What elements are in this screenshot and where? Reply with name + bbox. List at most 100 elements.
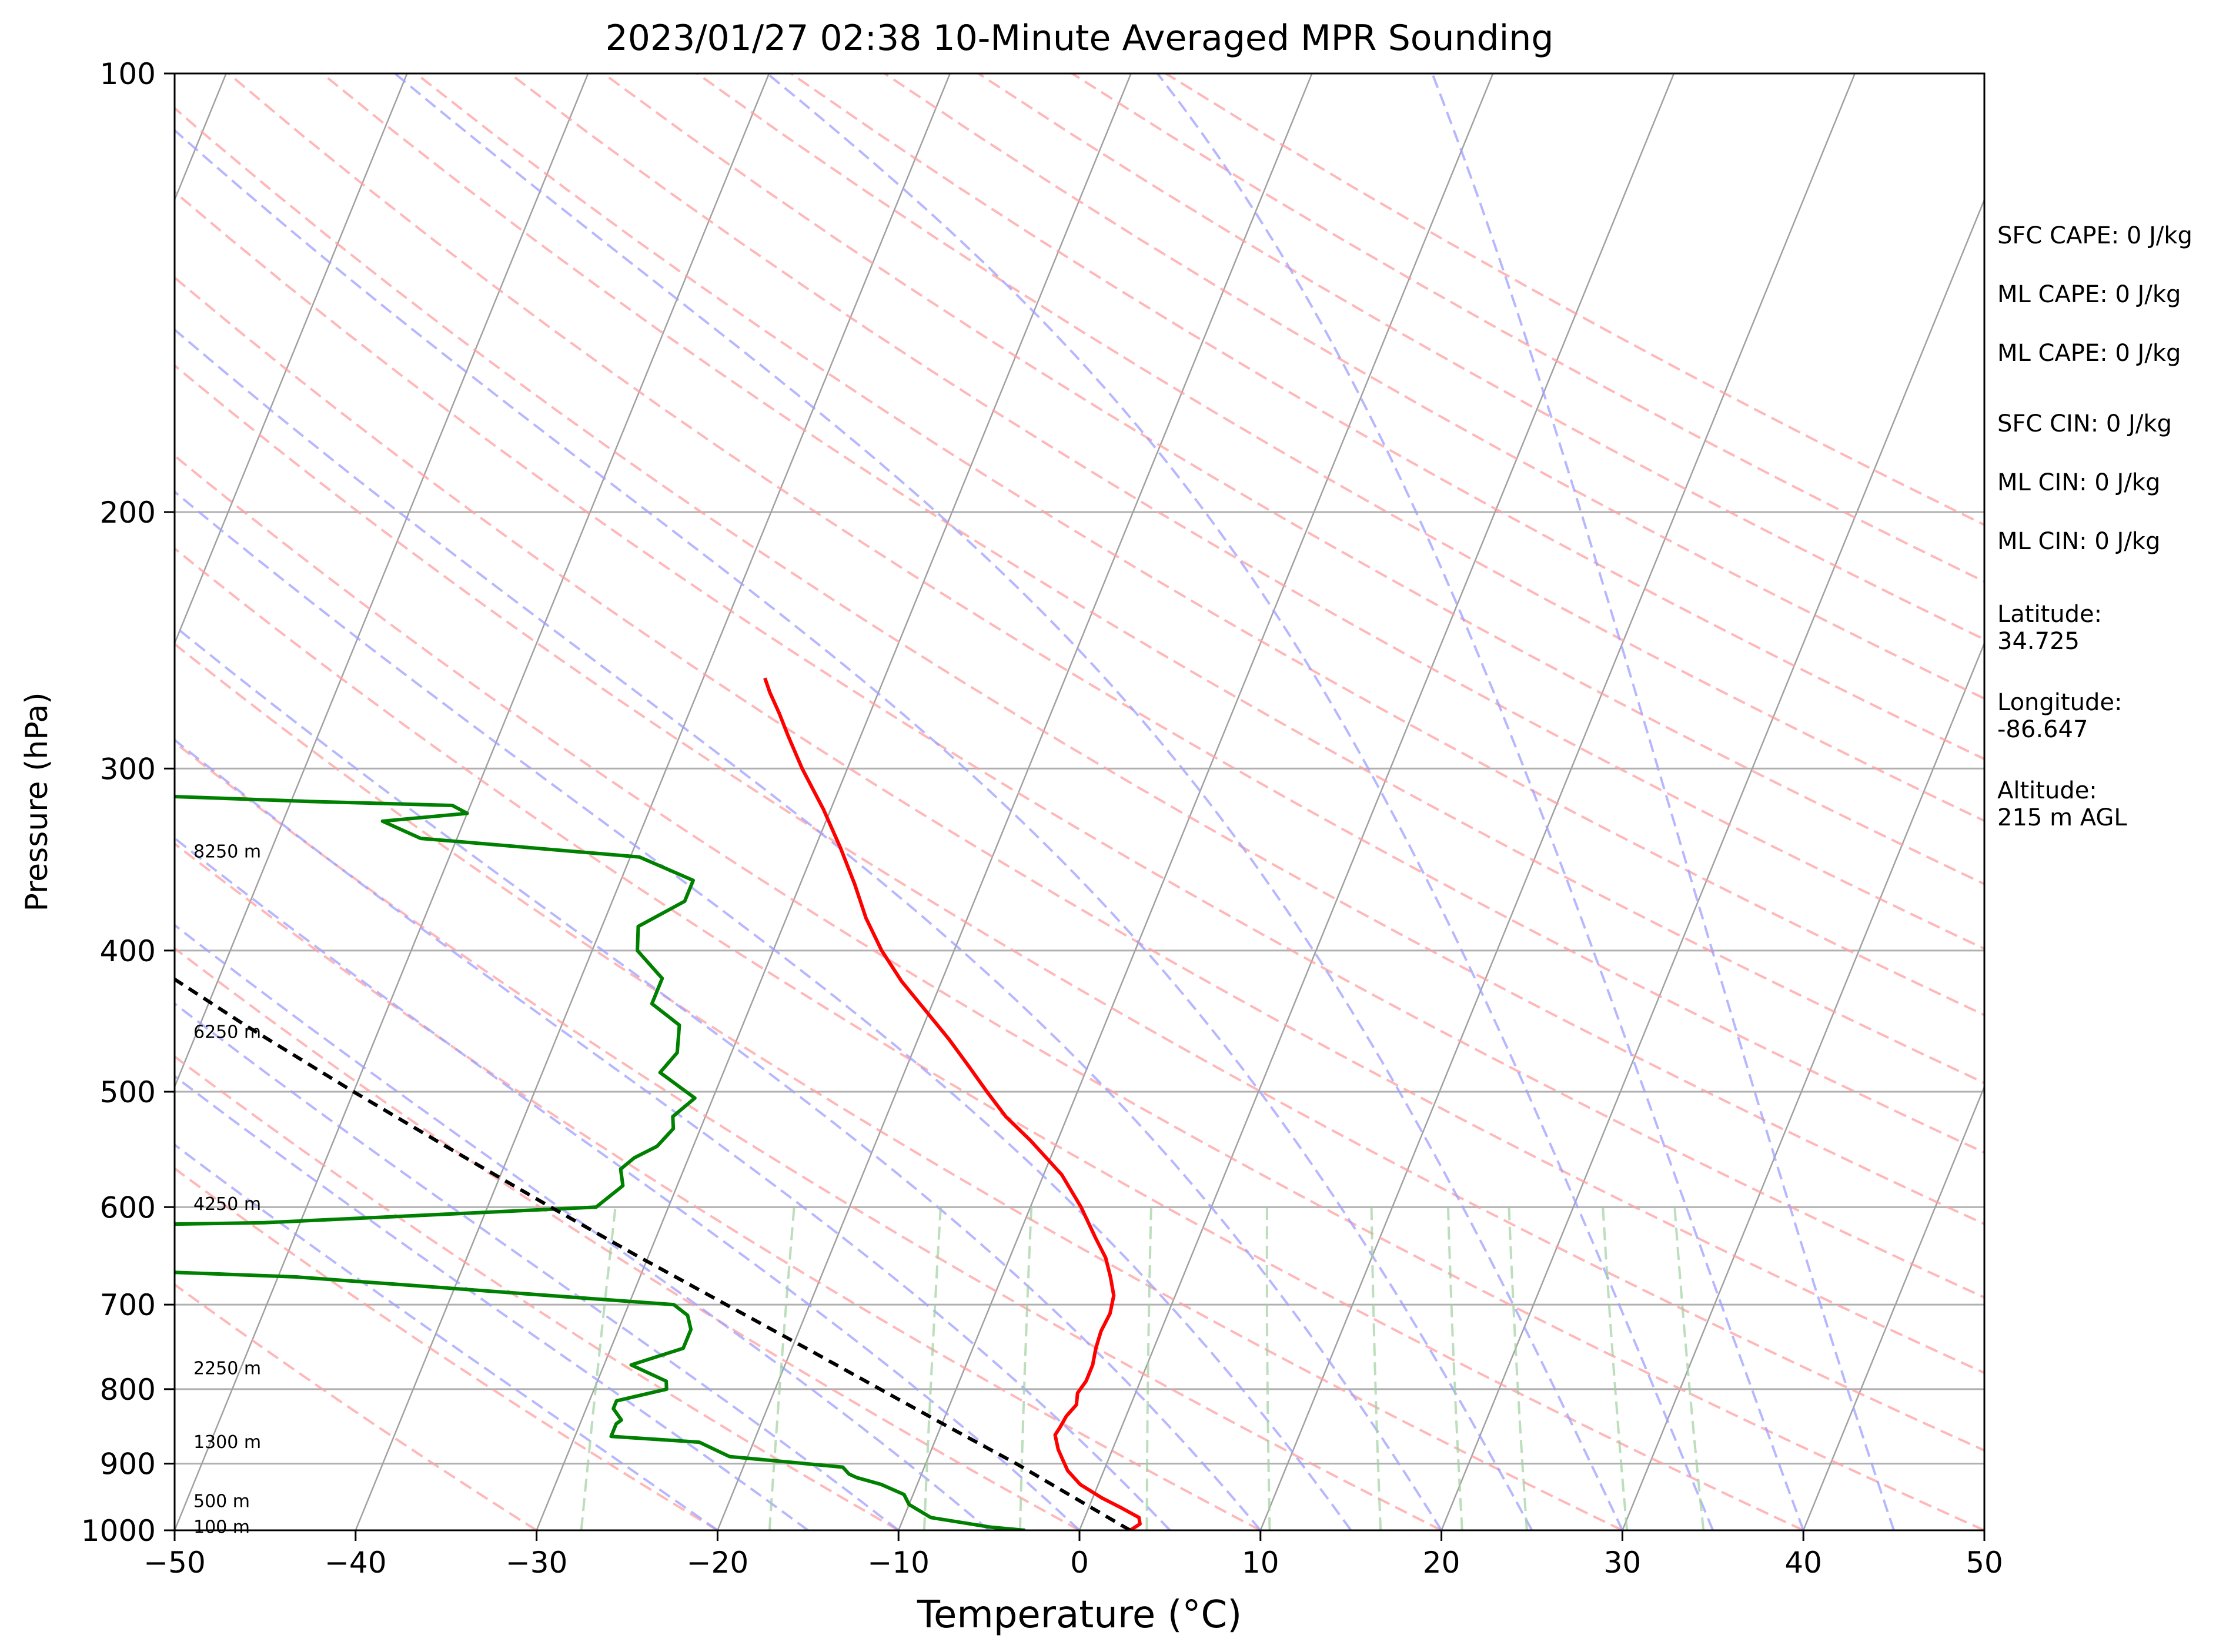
moist-adiabat-line xyxy=(175,1143,718,1530)
dry-adiabat-line xyxy=(175,364,1984,1452)
dry-adiabat-line xyxy=(790,73,1984,761)
annotation-label: SFC CAPE: 0 J/kg xyxy=(1997,222,2192,249)
moist-adiabat-line xyxy=(175,738,1171,1530)
annotation-label: ML CAPE: 0 J/kg xyxy=(1997,340,2181,367)
isotherm-line xyxy=(1440,198,1984,1530)
y-axis-label: Pressure (hPa) xyxy=(19,693,55,912)
moist-adiabat-line xyxy=(175,490,1352,1530)
mixing-ratio-line xyxy=(1145,1207,1152,1530)
dry-adiabat-line xyxy=(175,547,1804,1530)
dry-adiabat-line xyxy=(175,642,1623,1530)
height-labels: 8250 m 6250 m 4250 m 2250 m 1300 m 500 m 100 m xyxy=(193,841,261,1537)
y-tick-label: 1000 xyxy=(81,1514,156,1548)
annotation-label: ML CIN: 0 J/kg xyxy=(1997,528,2160,555)
height-label: 4250 m xyxy=(193,1194,261,1215)
mixing-ratio-line xyxy=(923,1207,942,1530)
dry-adiabat-line xyxy=(696,73,1984,822)
temperature-profile xyxy=(763,677,1142,1530)
mixing-ratio-line xyxy=(768,1207,796,1530)
dry-adiabat-line xyxy=(175,454,1984,1530)
y-tick-label: 500 xyxy=(100,1075,156,1109)
x-tick-label: −20 xyxy=(687,1546,749,1580)
annotation-label: Latitude: xyxy=(1997,601,2102,628)
x-tick-label: 30 xyxy=(1604,1546,1642,1580)
moist-adiabat-line xyxy=(175,624,1262,1530)
mixing-ratio-lines xyxy=(580,1207,1705,1530)
y-tick-label: 200 xyxy=(100,496,156,530)
sounding-annotations: SFC CAPE: 0 J/kg ML CAPE: 0 J/kg ML CAPE: … xyxy=(1997,222,2192,831)
moist-adiabat-line xyxy=(175,837,1081,1530)
y-tick-label: 100 xyxy=(100,57,156,91)
mixing-ratio-line xyxy=(1370,1207,1382,1530)
dewpoint-profile xyxy=(175,795,1025,1530)
isotherm-line xyxy=(1078,73,1675,1530)
isotherm-line xyxy=(1259,73,1856,1530)
dry-adiabat-line xyxy=(175,190,1984,1299)
annotation-value: 34.725 xyxy=(1997,628,2080,655)
y-tick-label: 600 xyxy=(100,1190,156,1225)
isotherm-line xyxy=(717,73,1313,1530)
mixing-ratio-line xyxy=(1447,1207,1463,1530)
x-axis-label: Temperature (°C) xyxy=(917,1593,1242,1637)
mixing-ratio-line xyxy=(1508,1207,1528,1530)
dry-adiabat-line xyxy=(175,1167,718,1530)
x-tick-label: 40 xyxy=(1784,1546,1822,1580)
moist-adiabat-line xyxy=(175,328,1443,1530)
height-label: 1300 m xyxy=(193,1432,261,1453)
x-tick-label: −40 xyxy=(325,1546,387,1580)
y-tick-label: 700 xyxy=(100,1288,156,1322)
isotherm-line xyxy=(175,73,408,646)
annotation-value: 215 m AGL xyxy=(1997,804,2127,831)
mixing-ratio-line xyxy=(1018,1207,1033,1530)
mixing-ratio-line xyxy=(580,1207,617,1530)
annotation-label: Longitude: xyxy=(1997,689,2122,716)
x-tick-label: 10 xyxy=(1242,1546,1279,1580)
x-tick-label: −50 xyxy=(143,1546,206,1580)
moist-adiabat-line xyxy=(175,128,1533,1530)
height-label: 2250 m xyxy=(193,1358,261,1379)
moist-adiabat-lines xyxy=(175,73,1895,1530)
dry-adiabat-line xyxy=(509,73,1984,950)
y-tick-label: 900 xyxy=(100,1447,156,1482)
height-label: 6250 m xyxy=(193,1022,261,1043)
dry-adiabat-line xyxy=(175,1055,900,1530)
annotation-label: SFC CIN: 0 J/kg xyxy=(1997,410,2172,437)
y-tick-label: 300 xyxy=(100,752,156,786)
moist-adiabat-line xyxy=(1431,73,1895,1530)
dry-adiabat-lines xyxy=(175,73,1984,1530)
dry-adiabat-line xyxy=(175,276,1984,1375)
x-tick-label: −30 xyxy=(506,1546,568,1580)
isotherm-line xyxy=(898,73,1494,1530)
annotation-label: ML CIN: 0 J/kg xyxy=(1997,469,2160,496)
annotation-label: ML CAPE: 0 J/kg xyxy=(1997,281,2181,308)
x-tick-label: 20 xyxy=(1423,1546,1460,1580)
dry-adiabat-line xyxy=(175,106,1984,1226)
dry-adiabat-line xyxy=(415,73,1984,1016)
isotherm-line xyxy=(1803,1085,1984,1530)
chart-title: 2023/01/27 02:38 10-Minute Averaged MPR … xyxy=(606,18,1554,59)
isotherm-line xyxy=(175,73,770,1530)
annotation-label: Altitude: xyxy=(1997,777,2097,804)
isotherm-line xyxy=(1622,641,1984,1530)
height-label: 100 m xyxy=(193,1517,250,1538)
y-tick-label: 400 xyxy=(100,934,156,968)
annotation-value: -86.647 xyxy=(1997,716,2088,743)
moist-adiabat-line xyxy=(1157,73,1805,1530)
moist-adiabat-line xyxy=(394,73,1624,1530)
isotherm-line xyxy=(536,73,1132,1530)
dry-adiabat-line xyxy=(228,73,1984,1154)
x-axis-ticks: −50 −40 −30 −20 −10 0 10 20 30 40 50 xyxy=(143,1530,2003,1580)
mixing-ratio-line xyxy=(1265,1207,1271,1530)
moist-adiabat-line xyxy=(766,73,1714,1530)
sounding-series xyxy=(175,677,1142,1530)
x-tick-label: 0 xyxy=(1070,1546,1089,1580)
dry-adiabat-line xyxy=(175,947,1080,1530)
y-axis-ticks: 100 200 300 400 500 600 700 800 900 1000 xyxy=(81,57,175,1548)
plot-area xyxy=(175,73,1984,1530)
dry-adiabat-line xyxy=(175,842,1261,1530)
dry-adiabat-line xyxy=(884,73,1984,700)
mixing-ratio-line xyxy=(1602,1207,1629,1530)
moist-adiabat-line xyxy=(175,1075,809,1530)
